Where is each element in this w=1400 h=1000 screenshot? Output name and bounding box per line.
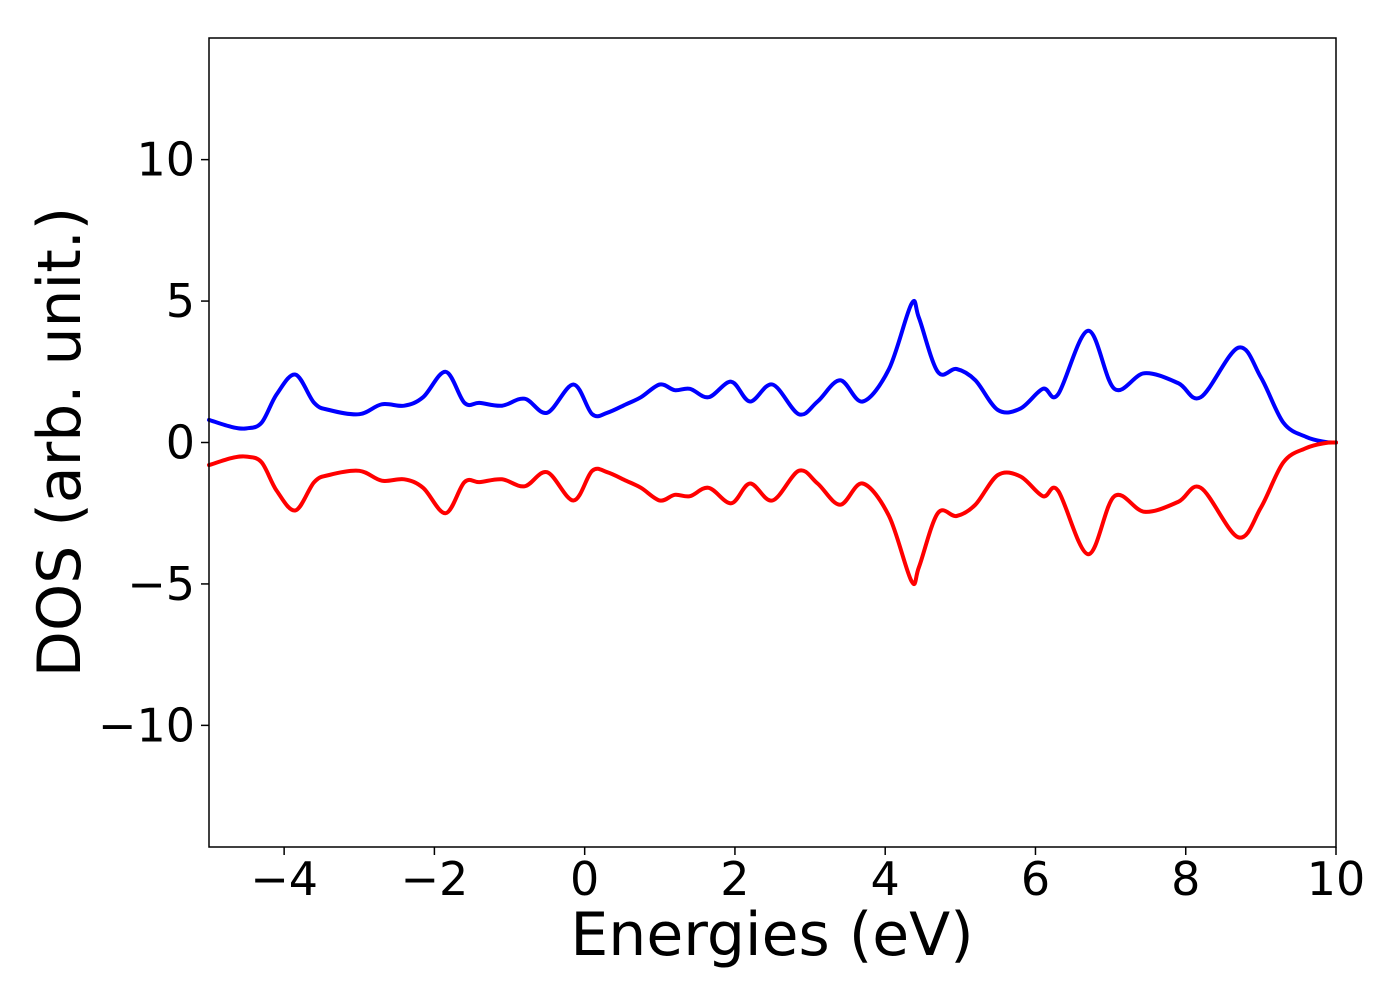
x-tick-label: 2: [720, 852, 749, 906]
plot-background: [209, 38, 1336, 847]
axis-ticks: −4 −2 0 2 4 6 8 10 −10 −5 0 5 10: [98, 133, 1365, 906]
y-tick-label: −5: [127, 557, 195, 611]
x-tick-label: −2: [400, 852, 468, 906]
series-layer: [207, 298, 1338, 587]
x-tick-label: −4: [250, 852, 318, 906]
y-axis-label: DOS (arb. unit.): [25, 207, 95, 677]
x-tick-label: 8: [1171, 852, 1200, 906]
y-tick-label: 10: [136, 133, 195, 187]
x-tick-label: 6: [1021, 852, 1050, 906]
series-line-down: [207, 440, 1338, 587]
x-tick-label: 0: [570, 852, 599, 906]
y-tick-label: −10: [98, 698, 195, 752]
series-line-up: [207, 298, 1338, 445]
plot-frame: [208, 37, 1337, 848]
x-tick-label: 10: [1307, 852, 1366, 906]
x-tick-label: 4: [871, 852, 900, 906]
y-tick-label: 0: [166, 416, 195, 470]
y-tick-label: 5: [166, 274, 195, 328]
x-axis-label: Energies (eV): [570, 900, 973, 970]
